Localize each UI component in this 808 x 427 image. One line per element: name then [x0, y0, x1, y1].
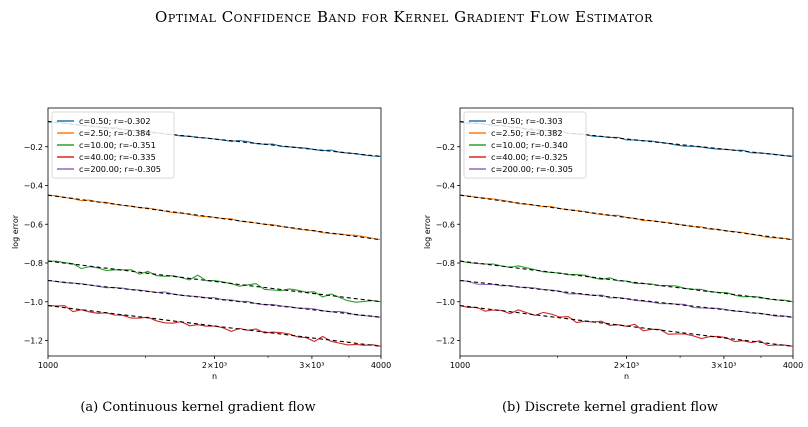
legend-entry: c=2.50; r=-0.382: [491, 128, 563, 138]
y-tick-label: −1.0: [24, 298, 43, 307]
caption-a: (a) Continuous kernel gradient flow: [80, 400, 316, 415]
legend-entry: c=0.50; r=-0.302: [79, 116, 151, 126]
caption-b: (b) Discrete kernel gradient flow: [501, 400, 719, 415]
x-tick-label: 4000: [783, 361, 803, 370]
legend-entry: c=0.50; r=-0.303: [491, 116, 563, 126]
y-tick-label: −0.8: [436, 259, 455, 268]
figure-b: −0.2 −0.4 −0.6 −0.8 −1.0 −1.2 1000 2×10³ 3×10³ 40…: [420, 107, 803, 381]
legend-entry: c=10.00; r=-0.340: [491, 140, 568, 150]
fit-line: [47, 260, 382, 303]
legend-entry: c=2.50; r=-0.384: [79, 128, 151, 138]
y-tick-label: −0.4: [436, 182, 455, 191]
x-tick-label: 1000: [450, 361, 470, 370]
series-line: [47, 279, 382, 318]
legend-entry: c=200.00; r=-0.305: [79, 164, 161, 174]
series-line: [459, 305, 794, 347]
legend-entry: c=40.00; r=-0.325: [491, 152, 568, 162]
y-tick-label: −1.2: [436, 337, 455, 346]
legend-entry: c=200.00; r=-0.305: [491, 164, 573, 174]
legend-box: [463, 111, 587, 179]
x-axis-label: n: [212, 372, 217, 381]
running-header: Optimal Confidence Band for Kernel Gradi…: [155, 8, 653, 26]
series-line: [47, 305, 382, 347]
y-tick-label: −0.2: [24, 143, 43, 152]
x-tick-label: 1000: [38, 361, 58, 370]
x-tick-label: 3×10³: [299, 361, 324, 370]
y-tick-label: −0.6: [24, 220, 43, 229]
series-line: [47, 194, 382, 241]
y-tick-label: −1.0: [436, 298, 455, 307]
series-line: [459, 279, 794, 318]
legend-box: [51, 111, 175, 179]
y-tick-label: −1.2: [24, 337, 43, 346]
y-axis-label: log error: [11, 214, 20, 249]
x-axis-label: n: [624, 372, 629, 381]
y-tick-label: −0.6: [436, 220, 455, 229]
x-tick-label: 3×10³: [711, 361, 736, 370]
figure-a: −0.2 −0.4 −0.6 −0.8 −1.0 −1.2 1000 2×10³ 3×10³ 40…: [8, 107, 391, 381]
chart-continuous: −0.2 −0.4 −0.6 −0.8 −1.0 −1.2 1000 2×10³ 3×10³ 40…: [11, 107, 391, 381]
x-tick-label: 2×10³: [202, 361, 227, 370]
y-tick-label: −0.2: [436, 143, 455, 152]
legend-entry: c=40.00; r=-0.335: [79, 152, 156, 162]
x-tick-label: 4000: [371, 361, 391, 370]
y-axis-label: log error: [423, 214, 432, 249]
chart-discrete: −0.2 −0.4 −0.6 −0.8 −1.0 −1.2 1000 2×10³ 3×10³ 40…: [423, 107, 803, 381]
y-tick-label: −0.8: [24, 259, 43, 268]
x-tick-label: 2×10³: [614, 361, 639, 370]
legend-entry: c=10.00; r=-0.351: [79, 140, 156, 150]
series-line: [47, 260, 382, 303]
series-line: [459, 260, 794, 303]
y-tick-label: −0.4: [24, 182, 43, 191]
